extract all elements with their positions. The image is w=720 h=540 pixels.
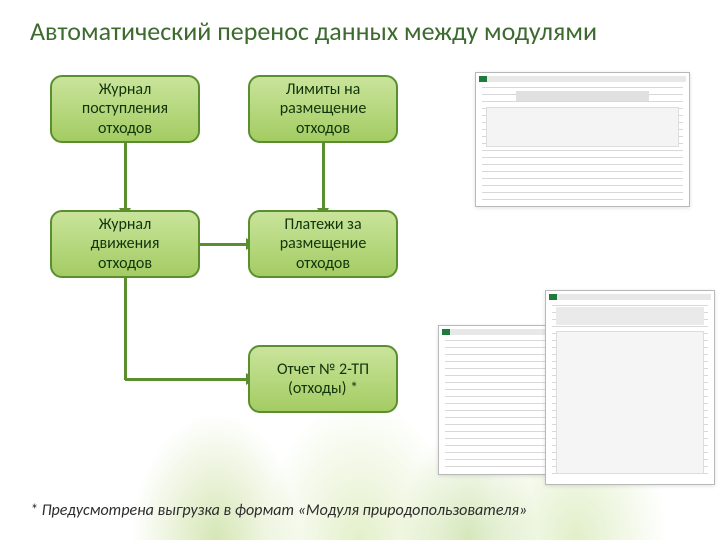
node-text: Отчет № 2-ТП	[277, 360, 369, 379]
node-payments: Платежи за размещение отходов	[248, 210, 398, 278]
node-journal-incoming: Журнал поступления отходов	[50, 75, 200, 143]
node-text: Платежи за	[284, 215, 361, 234]
node-text: размещение	[280, 234, 367, 253]
node-text: отходов	[98, 119, 152, 138]
node-text: движения	[91, 234, 160, 253]
node-text: (отходы) *	[288, 379, 358, 398]
slide-title: Автоматический перенос данных между моду…	[30, 15, 597, 47]
node-text: отходов	[296, 119, 350, 138]
node-limits: Лимиты на размещение отходов	[248, 75, 398, 143]
node-text: поступления	[82, 99, 168, 118]
node-text: отходов	[296, 254, 350, 273]
footnote-text: * Предусмотрена выгрузка в формат «Модул…	[30, 501, 527, 520]
document-preview-1	[475, 72, 690, 207]
node-journal-movement: Журнал движения отходов	[50, 210, 200, 278]
node-text: Журнал	[99, 80, 151, 99]
node-text: размещение	[280, 99, 367, 118]
document-preview-3	[545, 290, 715, 485]
node-report-2tp: Отчет № 2-ТП (отходы) *	[248, 345, 398, 413]
node-text: Журнал	[99, 215, 151, 234]
node-text: Лимиты на	[286, 80, 361, 99]
node-text: отходов	[98, 254, 152, 273]
